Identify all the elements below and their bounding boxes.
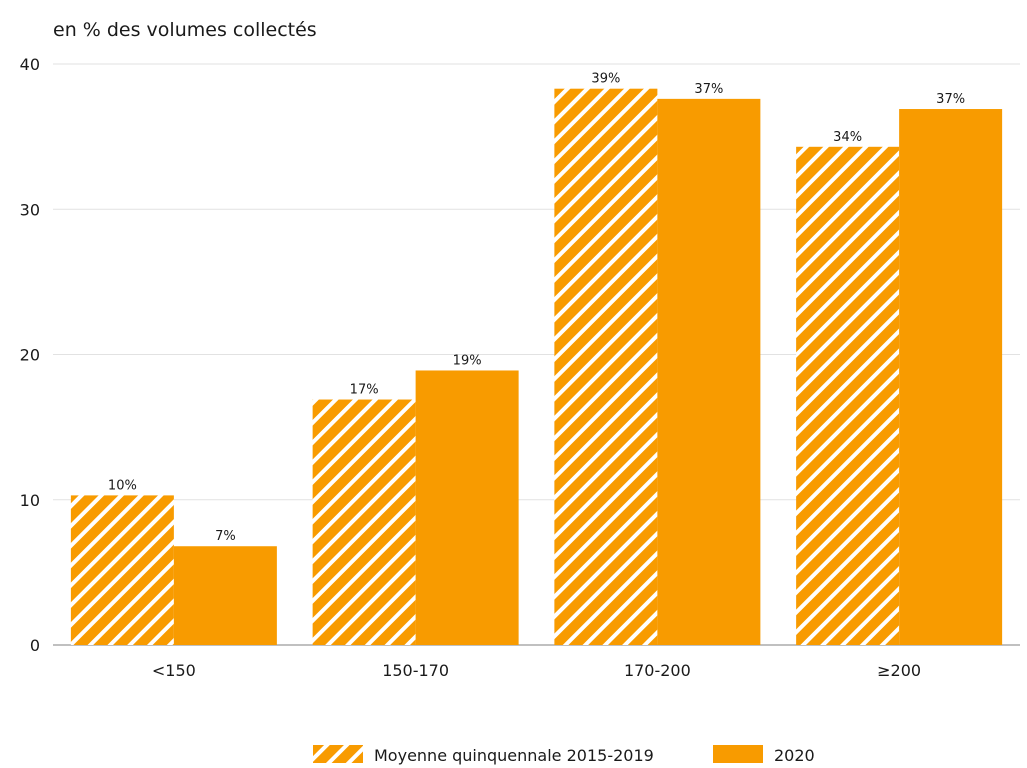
x-tick-labels: <150 150-170 170-200 ≥200	[152, 661, 921, 680]
y-tick-label: 30	[20, 200, 40, 219]
y-axis-label: en % des volumes collectés	[53, 19, 317, 41]
data-label: 37%	[936, 92, 965, 107]
data-label: 39%	[591, 72, 620, 87]
data-label: 17%	[350, 383, 379, 398]
data-labels: 10% 7% 17% 19% 39% 37% 34% 37%	[108, 72, 965, 545]
bar-series-1-2	[312, 399, 416, 645]
x-tick-label: ≥200	[877, 661, 921, 680]
bar-series-1-4	[796, 146, 900, 646]
data-label: 37%	[694, 82, 723, 97]
data-label: 7%	[215, 529, 236, 544]
y-tick-label: 0	[30, 636, 40, 655]
legend-swatch-solid	[713, 745, 763, 763]
legend-label-series-1: Moyenne quinquennale 2015-2019	[374, 746, 654, 765]
bar-series-2-2	[415, 370, 519, 645]
y-tick-label: 40	[20, 55, 40, 74]
bar-series-2-1	[173, 546, 277, 645]
y-tick-label: 20	[20, 346, 40, 365]
legend-label-series-2: 2020	[774, 746, 815, 765]
x-tick-label: 150-170	[382, 661, 449, 680]
data-label: 10%	[108, 478, 137, 493]
y-tick-labels: 0 10 20 30 40	[20, 55, 40, 655]
data-label: 34%	[833, 130, 862, 145]
y-tick-label: 10	[20, 491, 40, 510]
bars	[70, 88, 1003, 646]
bar-series-1-3	[554, 88, 658, 645]
bar-series-1-1	[70, 495, 174, 645]
x-tick-label: 170-200	[624, 661, 691, 680]
legend: Moyenne quinquennale 2015-2019 2020	[313, 745, 815, 765]
x-tick-label: <150	[152, 661, 196, 680]
legend-swatch-hatched	[313, 745, 363, 763]
bar-series-2-3	[657, 98, 761, 646]
data-label: 19%	[453, 353, 482, 368]
bar-series-2-4	[899, 109, 1003, 646]
